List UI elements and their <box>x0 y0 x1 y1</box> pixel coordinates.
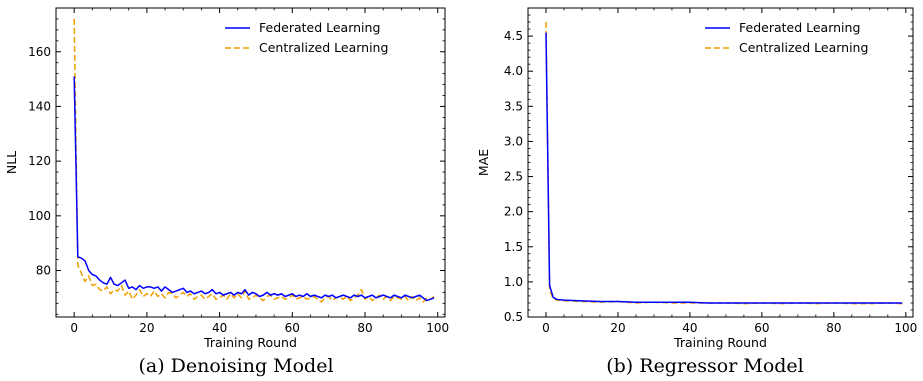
x-tick-label-b-4: 80 <box>826 321 841 335</box>
plot-frame-a <box>55 7 446 318</box>
y-tick-label-a-0: 80 <box>36 264 51 278</box>
y-tick-label-b-0: 0.5 <box>504 310 523 324</box>
series-line-a-centralized <box>73 18 435 303</box>
y-tick-label-b-3: 2.0 <box>504 205 523 219</box>
y-tick-label-a-4: 160 <box>28 45 51 59</box>
y-tick-label-b-8: 4.5 <box>504 29 523 43</box>
caption-a: (a) Denoising Model <box>138 355 333 377</box>
legend-label-b-centralized: Centralized Learning <box>739 40 868 55</box>
y-tick-label-a-3: 140 <box>28 99 51 113</box>
x-tick-label-a-4: 80 <box>357 321 372 335</box>
x-axis-label-b: Training Round <box>673 335 767 350</box>
x-tick-label-a-1: 20 <box>139 321 154 335</box>
series-line-b-federated <box>545 32 903 304</box>
chart-panel-a: (a) Denoising Model 0 20 40 60 80 100 80 100 120… <box>4 7 449 377</box>
legend-label-a-centralized: Centralized Learning <box>259 40 388 55</box>
x-tick-label-b-0: 0 <box>542 321 550 335</box>
y-tick-label-b-1: 1.0 <box>504 275 523 289</box>
y-axis-label-b: MAE <box>476 149 491 176</box>
y-tick-label-b-6: 3.5 <box>504 99 523 113</box>
x-tick-label-b-3: 60 <box>754 321 769 335</box>
series-line-a-federated <box>73 76 435 302</box>
legend-label-b-federated: Federated Learning <box>739 20 860 35</box>
x-tick-label-b-5: 100 <box>894 321 917 335</box>
y-tick-label-b-5: 3.0 <box>504 134 523 148</box>
caption-b: (b) Regressor Model <box>606 355 804 377</box>
y-tick-label-b-7: 4.0 <box>504 64 523 78</box>
y-tick-label-b-4: 2.5 <box>504 170 523 184</box>
series-line-b-centralized <box>545 22 903 305</box>
x-axis-label-a: Training Round <box>203 335 297 350</box>
x-tick-label-a-3: 60 <box>285 321 300 335</box>
y-tick-label-a-1: 100 <box>28 209 51 223</box>
y-tick-label-b-2: 1.5 <box>504 240 523 254</box>
x-tick-label-b-1: 20 <box>610 321 625 335</box>
y-tick-label-a-2: 120 <box>28 154 51 168</box>
x-tick-label-a-0: 0 <box>70 321 78 335</box>
x-tick-label-a-2: 40 <box>212 321 227 335</box>
y-axis-label-a: NLL <box>4 151 19 174</box>
chart-panel-b: (b) Regressor Model 0 20 40 60 80 100 0.5 1.0 1.… <box>476 7 917 377</box>
x-tick-label-b-2: 40 <box>682 321 697 335</box>
x-tick-label-a-5: 100 <box>426 321 449 335</box>
legend-label-a-federated: Federated Learning <box>259 20 380 35</box>
